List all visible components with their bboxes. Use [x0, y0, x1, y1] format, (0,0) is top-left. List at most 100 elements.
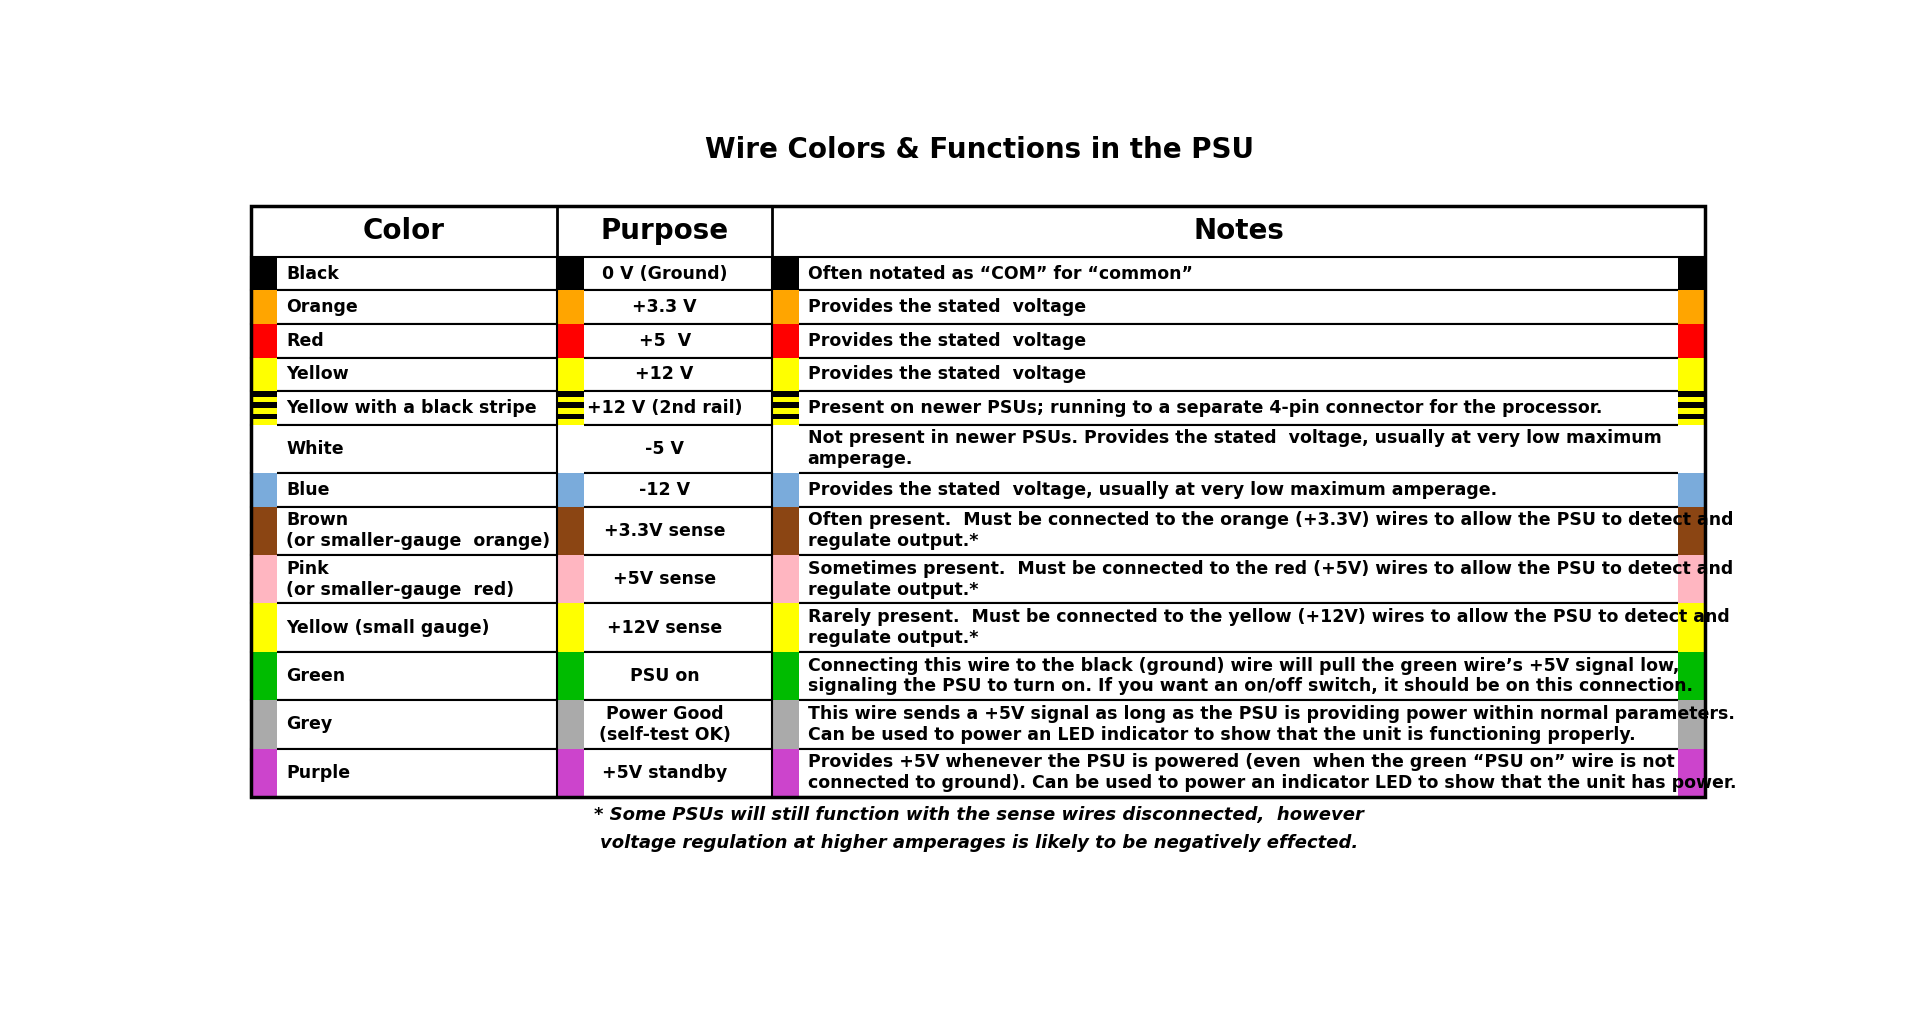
Text: Purple: Purple — [287, 764, 350, 782]
Text: -12 V: -12 V — [638, 481, 690, 499]
Bar — [1678, 291, 1705, 324]
Bar — [558, 555, 585, 603]
Bar — [772, 324, 799, 357]
Bar — [772, 603, 799, 652]
Bar — [250, 206, 1705, 257]
Bar — [250, 700, 1705, 749]
Text: Purpose: Purpose — [600, 217, 728, 246]
Bar — [250, 555, 1705, 603]
Bar — [1678, 603, 1705, 652]
Text: Brown
(or smaller-gauge  orange): Brown (or smaller-gauge orange) — [287, 511, 550, 550]
Text: Orange: Orange — [287, 298, 357, 316]
Bar — [250, 257, 277, 291]
Bar — [250, 324, 277, 357]
Text: White: White — [287, 440, 344, 458]
Bar — [558, 357, 585, 391]
Bar — [1678, 324, 1705, 357]
Text: Pink
(or smaller-gauge  red): Pink (or smaller-gauge red) — [287, 560, 514, 599]
Bar — [250, 257, 1705, 291]
Text: Provides the stated  voltage: Provides the stated voltage — [808, 332, 1085, 350]
Text: Provides the stated  voltage: Provides the stated voltage — [808, 366, 1085, 383]
Bar — [772, 257, 799, 291]
Text: Provides the stated  voltage: Provides the stated voltage — [808, 298, 1085, 316]
Bar — [772, 391, 799, 396]
Bar — [250, 357, 1705, 391]
Bar — [250, 391, 1705, 425]
Text: Blue: Blue — [287, 481, 331, 499]
Bar — [772, 555, 799, 603]
Text: +5V sense: +5V sense — [613, 570, 717, 588]
Bar — [1678, 473, 1705, 507]
Bar — [250, 206, 1705, 797]
Bar — [250, 652, 277, 700]
Text: Power Good
(self-test OK): Power Good (self-test OK) — [598, 706, 730, 743]
Bar — [250, 324, 1705, 357]
Bar — [558, 749, 585, 797]
Bar — [250, 402, 277, 408]
Bar — [772, 749, 799, 797]
Bar — [250, 652, 1705, 700]
Bar — [772, 473, 799, 507]
Text: Notes: Notes — [1192, 217, 1284, 246]
Bar — [250, 391, 277, 396]
Text: +3.3 V: +3.3 V — [633, 298, 698, 316]
Bar — [250, 414, 277, 419]
Bar — [772, 391, 799, 425]
Text: Color: Color — [363, 217, 445, 246]
Bar — [1678, 257, 1705, 291]
Text: 0 V (Ground): 0 V (Ground) — [602, 264, 728, 283]
Bar — [1678, 507, 1705, 555]
Text: Black: Black — [287, 264, 338, 283]
Bar — [558, 324, 585, 357]
Bar — [1678, 425, 1705, 473]
Bar — [250, 507, 1705, 555]
Text: Often notated as “COM” for “common”: Often notated as “COM” for “common” — [808, 264, 1192, 283]
Bar — [250, 291, 277, 324]
Bar — [250, 555, 277, 603]
Text: Yellow (small gauge): Yellow (small gauge) — [287, 618, 489, 637]
Bar — [558, 700, 585, 749]
Text: Sometimes present.  Must be connected to the red (+5V) wires to allow the PSU to: Sometimes present. Must be connected to … — [808, 560, 1733, 599]
Bar — [1678, 357, 1705, 391]
Bar — [772, 652, 799, 700]
Bar — [558, 414, 585, 419]
Bar — [772, 700, 799, 749]
Text: +3.3V sense: +3.3V sense — [604, 522, 726, 540]
Text: -5 V: -5 V — [646, 440, 684, 458]
Bar — [250, 291, 1705, 324]
Bar — [558, 391, 585, 425]
Text: Not present in newer PSUs. Provides the stated  voltage, usually at very low max: Not present in newer PSUs. Provides the … — [808, 429, 1661, 468]
Text: * Some PSUs will still function with the sense wires disconnected,  however: * Some PSUs will still function with the… — [594, 807, 1364, 824]
Text: This wire sends a +5V signal as long as the PSU is providing power within normal: This wire sends a +5V signal as long as … — [808, 706, 1735, 743]
Bar — [558, 257, 585, 291]
Bar — [1678, 414, 1705, 419]
Bar — [1678, 700, 1705, 749]
Bar — [250, 507, 277, 555]
Bar — [558, 425, 585, 473]
Text: Yellow with a black stripe: Yellow with a black stripe — [287, 399, 537, 417]
Bar — [250, 603, 277, 652]
Bar — [772, 425, 799, 473]
Text: +12 V: +12 V — [636, 366, 694, 383]
Text: PSU on: PSU on — [631, 667, 699, 685]
Text: Often present.  Must be connected to the orange (+3.3V) wires to allow the PSU t: Often present. Must be connected to the … — [808, 511, 1733, 550]
Text: Grey: Grey — [287, 716, 333, 733]
Bar — [558, 291, 585, 324]
Bar — [250, 749, 1705, 797]
Bar — [250, 425, 277, 473]
Bar — [1678, 749, 1705, 797]
Bar — [772, 507, 799, 555]
Bar — [250, 391, 277, 425]
Bar — [558, 652, 585, 700]
Text: +12V sense: +12V sense — [608, 618, 722, 637]
Bar — [250, 425, 1705, 473]
Text: Green: Green — [287, 667, 346, 685]
Bar — [772, 402, 799, 408]
Bar — [558, 507, 585, 555]
Bar — [1678, 391, 1705, 425]
Text: Yellow: Yellow — [287, 366, 350, 383]
Text: Rarely present.  Must be connected to the yellow (+12V) wires to allow the PSU t: Rarely present. Must be connected to the… — [808, 608, 1729, 647]
Bar — [1678, 402, 1705, 408]
Bar — [558, 473, 585, 507]
Bar — [558, 402, 585, 408]
